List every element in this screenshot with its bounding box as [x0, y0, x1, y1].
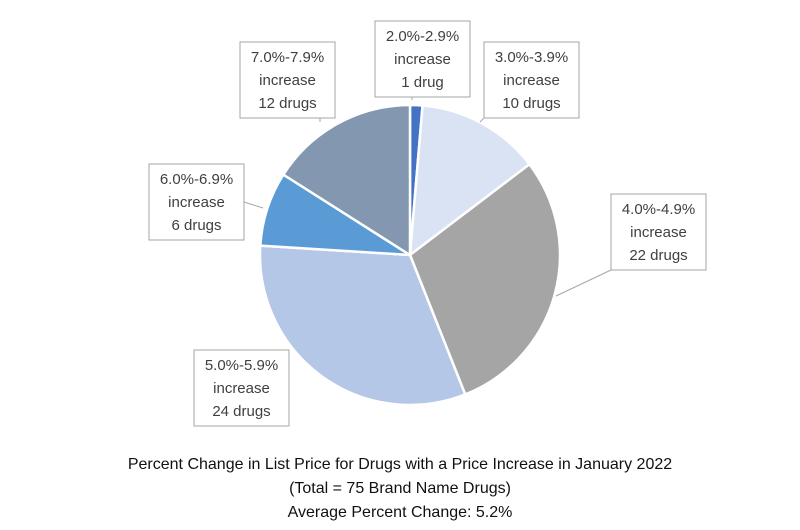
data-label-4-range: 5.0%-5.9%: [205, 357, 278, 374]
data-label-2-word: increase: [503, 72, 560, 89]
data-label-5-range: 6.0%-6.9%: [160, 171, 233, 188]
data-label-box-4: [193, 349, 290, 427]
chart-title-line-2: (Total = 75 Brand Name Drugs): [289, 480, 511, 497]
data-label-box-1: [374, 20, 471, 98]
data-label-1-range: 2.0%-2.9%: [386, 28, 459, 45]
data-labels: 2.0%-2.9% increase 1 drug 3.0%-3.9% increase…: [148, 20, 707, 427]
pie-slice-3: [408, 163, 562, 396]
data-label-3-count-label: 22 drugs: [629, 247, 687, 264]
leader-line-5: [243, 201, 264, 209]
data-label-box-2: [483, 41, 580, 119]
pie-slice-6: [282, 103, 412, 257]
data-label-1-count-label: 1 drug: [401, 74, 444, 91]
chart-title-line-1: Percent Change in List Price for Drugs w…: [127, 456, 673, 473]
data-label-6-count-label: 12 drugs: [258, 95, 316, 112]
data-label-3-word: increase: [630, 224, 687, 241]
data-label-box-5: [148, 163, 245, 241]
data-label-6-word: increase: [259, 72, 316, 89]
data-label-2-count-label: 10 drugs: [502, 95, 560, 112]
pie-slices: [258, 103, 562, 407]
pie-slice-4: [258, 244, 467, 407]
data-label-2-range: 3.0%-3.9%: [495, 49, 568, 66]
data-label-4-word: increase: [213, 380, 270, 397]
data-label-5-word: increase: [168, 194, 225, 211]
data-label-box-6: [239, 41, 336, 119]
data-label-5-count-label: 6 drugs: [171, 217, 221, 234]
data-label-4-count-label: 24 drugs: [212, 403, 270, 420]
data-label-1-word: increase: [394, 51, 451, 68]
leader-line-3: [555, 269, 612, 297]
chart-title-line-3: Average Percent Change: 5.2%: [287, 504, 513, 521]
leader-line-2: [479, 117, 485, 123]
data-label-3-range: 4.0%-4.9%: [622, 201, 695, 218]
data-label-box-3: [610, 193, 707, 271]
pie-slice-2: [408, 104, 531, 257]
data-label-6-range: 7.0%-7.9%: [251, 49, 324, 66]
